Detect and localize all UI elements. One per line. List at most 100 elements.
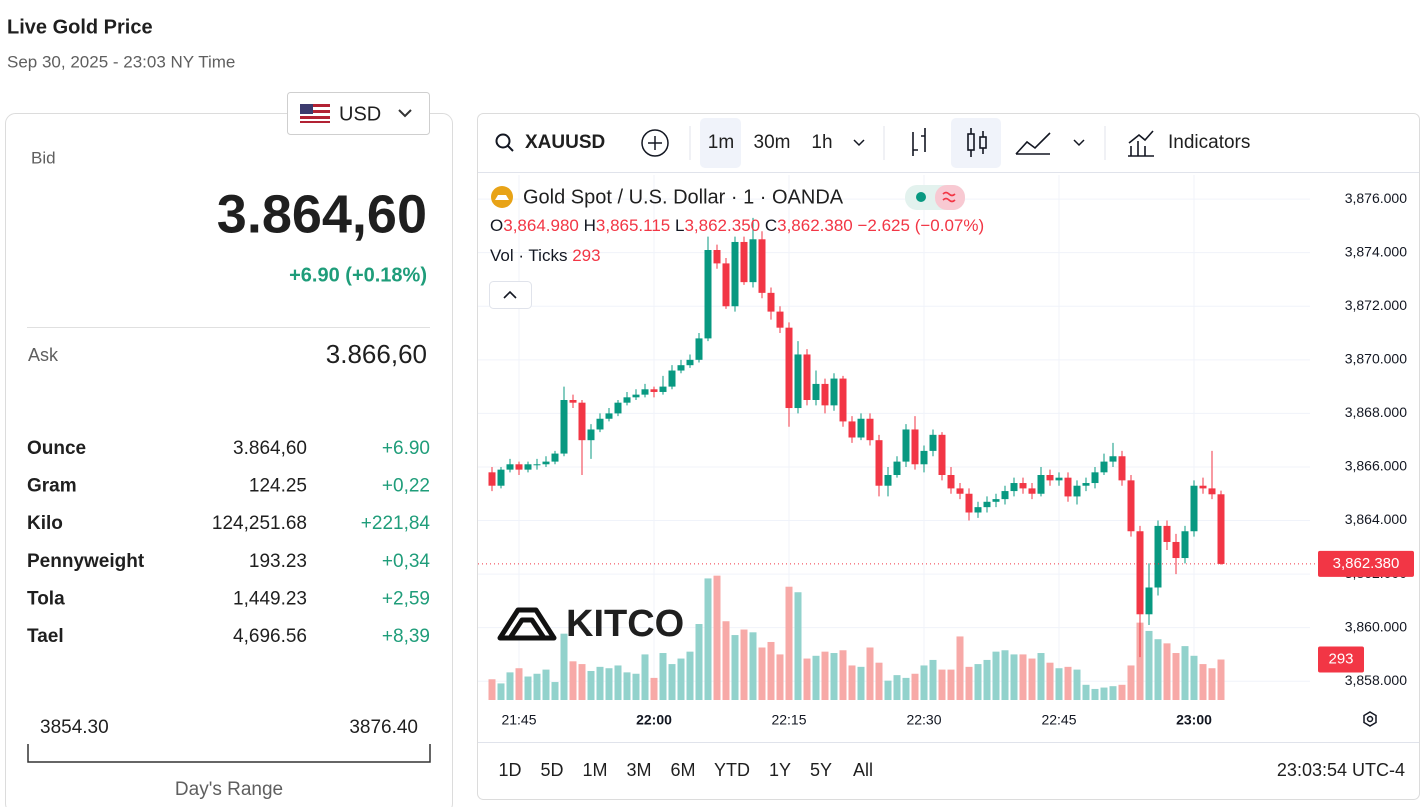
unit-name: Pennyweight <box>27 551 145 572</box>
settings-icon[interactable] <box>1363 711 1377 727</box>
candle-body <box>713 250 721 264</box>
y-tick-label: 3,864.000 <box>1345 511 1407 527</box>
volume-bar <box>1010 654 1018 700</box>
unit-price: 193.23 <box>249 551 307 572</box>
volume-bar <box>911 673 919 700</box>
volume-bar <box>875 662 883 700</box>
unit-price: 1,449.23 <box>233 588 307 609</box>
legend-value: 3,864.980 <box>503 216 579 235</box>
volume-bar <box>974 664 982 700</box>
legend-value: 3,865.115 <box>596 216 670 235</box>
legend-value: 3,862.380 <box>777 216 853 235</box>
candle-body <box>1145 587 1153 615</box>
x-tick-label: 22:00 <box>636 712 672 728</box>
candle-body <box>740 241 748 283</box>
candle-body <box>965 493 973 513</box>
range-button[interactable]: 1D <box>498 760 521 780</box>
volume-bar <box>686 651 694 700</box>
y-tick-label: 3,870.000 <box>1345 351 1407 367</box>
volume-bar <box>533 673 541 700</box>
range-button[interactable]: 1M <box>582 760 607 780</box>
chevron[interactable] <box>853 139 865 147</box>
legend-value: 3,862.350 <box>684 216 760 235</box>
volume-bar <box>1118 684 1126 700</box>
status-badge <box>935 185 965 210</box>
range-button[interactable]: 1Y <box>769 760 791 780</box>
range-high: 3876.40 <box>349 717 418 738</box>
search-icon[interactable] <box>495 133 514 152</box>
timestamp: Sep 30, 2025 - 23:03 NY Time <box>7 52 235 71</box>
candle-body <box>803 354 811 400</box>
volume-bar <box>650 677 658 700</box>
legend-key: O <box>490 216 503 235</box>
range-button[interactable]: 5D <box>540 760 563 780</box>
indicators-icon[interactable] <box>1128 130 1154 157</box>
volume-bar <box>1145 630 1153 700</box>
candle-body <box>1028 488 1036 494</box>
volume-bar <box>794 592 802 700</box>
unit-price: 3.864,60 <box>233 438 307 459</box>
currency[interactable]: USD <box>339 103 381 125</box>
volume-bar <box>668 664 676 700</box>
area-icon[interactable] <box>1015 132 1051 155</box>
y-tick-label: 3,874.000 <box>1345 243 1407 259</box>
currency-select[interactable] <box>287 92 430 135</box>
chevron[interactable] <box>1073 139 1085 147</box>
settings-icon <box>1366 715 1374 723</box>
range-button[interactable]: YTD <box>714 760 750 780</box>
interval-active <box>700 118 741 168</box>
y-tick-label: 3,872.000 <box>1345 297 1407 313</box>
plot: 3,858.0003,860.0003,862.0003,864.0003,86… <box>478 175 1414 728</box>
candle-body <box>785 327 793 409</box>
range-label: Day's Range <box>175 779 283 800</box>
intervals: 1m 30m 1h <box>708 132 833 153</box>
unit-change: +0,34 <box>382 551 431 572</box>
ask-price: 3.866,60 <box>326 339 427 369</box>
interval[interactable]: 1h <box>811 132 832 153</box>
chevron <box>503 290 517 299</box>
interval[interactable]: 30m <box>754 132 791 153</box>
candle-icon[interactable] <box>967 128 987 157</box>
indicators[interactable]: Indicators <box>1168 132 1250 153</box>
interval[interactable]: 1m <box>708 132 734 153</box>
volume-bar <box>1208 668 1216 700</box>
candle-body <box>857 418 865 438</box>
symbol[interactable]: XAUUSD <box>525 132 605 153</box>
volume-bar <box>965 666 973 700</box>
volume-bar <box>803 658 811 700</box>
candle-body <box>650 389 658 392</box>
x-tick-label: 22:45 <box>1041 712 1076 728</box>
volume-bar <box>1172 653 1180 700</box>
volume-bar <box>1127 665 1135 700</box>
bars-icon[interactable] <box>912 128 926 156</box>
volume-bar <box>1028 658 1036 700</box>
candle-body <box>1091 472 1099 484</box>
range-button[interactable]: All <box>853 760 873 780</box>
candle-body <box>1208 488 1216 495</box>
page-title: Live Gold Price <box>7 16 153 38</box>
volume-bar <box>578 664 586 700</box>
unit-price: 124,251.68 <box>212 513 307 534</box>
volume-bar <box>704 578 712 700</box>
volume-bar <box>1073 669 1081 700</box>
candle-body <box>659 386 667 392</box>
volume-bar <box>1163 643 1171 700</box>
candle-body <box>641 389 649 395</box>
range-bar <box>27 744 431 763</box>
candle-body <box>749 239 757 283</box>
candle-body <box>1001 491 1009 500</box>
range-button[interactable]: 6M <box>670 760 695 780</box>
collapse-button[interactable] <box>489 281 532 309</box>
compare-button[interactable] <box>641 129 669 157</box>
range-button[interactable]: 5Y <box>810 760 832 780</box>
range-button[interactable]: 3M <box>626 760 651 780</box>
candle-body <box>542 461 550 465</box>
candle-body <box>839 378 847 422</box>
clock: 23:03:54 UTC-4 <box>1277 760 1405 780</box>
candle-body <box>830 378 838 406</box>
x-tick-label: 21:45 <box>501 712 536 728</box>
candle-body <box>1163 525 1171 542</box>
volume-bar <box>839 650 847 700</box>
x-tick-label: 22:30 <box>906 712 941 728</box>
